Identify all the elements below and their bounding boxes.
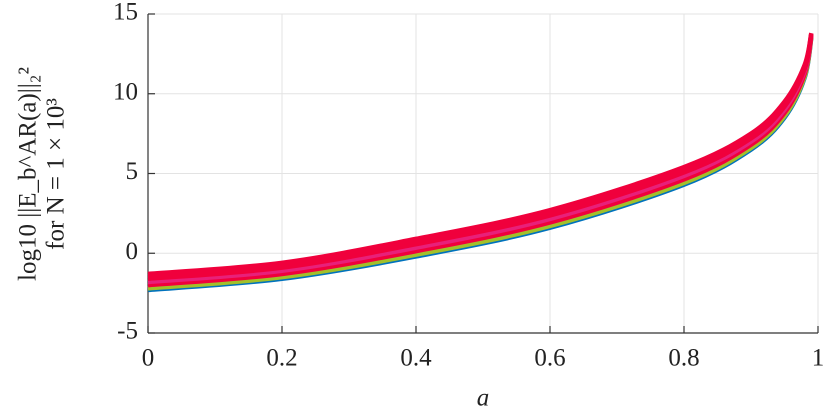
x-tick-label: 0 <box>142 345 155 372</box>
y-label-line: for N = 1 × 10³ <box>43 98 70 250</box>
x-tick-label: 0.8 <box>668 345 699 372</box>
x-tick-label: 0.6 <box>534 345 565 372</box>
x-tick-label: 0.4 <box>400 345 432 372</box>
x-label: a <box>477 385 490 412</box>
series-line <box>147 32 814 277</box>
y-tick-label: 0 <box>126 238 139 265</box>
y-label: log10 ||E_b^AR(a)||₂² for N = 1 × 10³ <box>15 67 70 281</box>
y-tick-label: 10 <box>113 78 138 105</box>
x-tick-label: 1 <box>812 345 825 372</box>
y-tick-label: -5 <box>117 318 138 345</box>
y-tick-label: 15 <box>113 0 138 26</box>
x-tick-label: 0.2 <box>266 345 297 372</box>
y-label-line: log10 ||E_b^AR(a)||₂² <box>15 67 42 281</box>
y-tick-label: 5 <box>126 158 139 185</box>
